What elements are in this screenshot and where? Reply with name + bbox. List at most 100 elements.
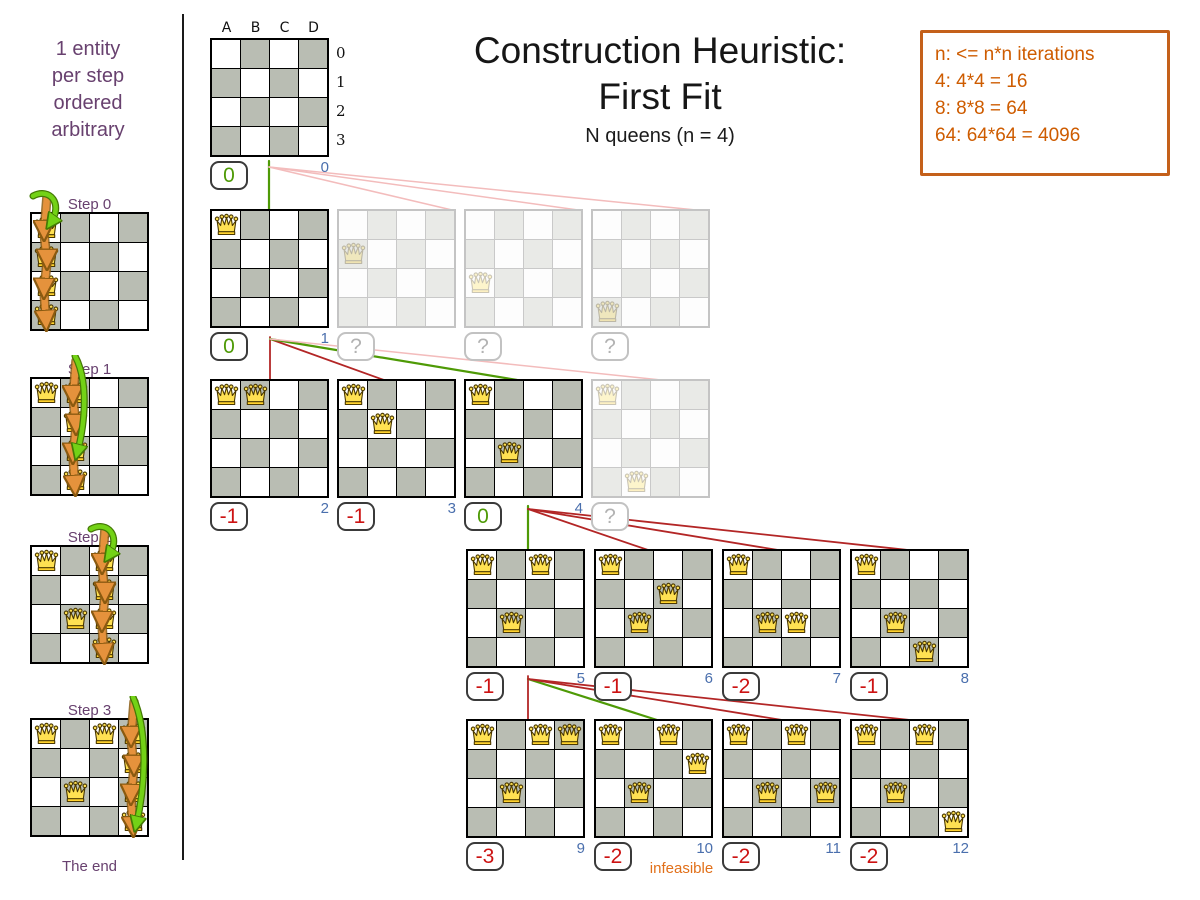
board-cell: [368, 410, 396, 438]
board-cell: [90, 576, 118, 604]
board-cell: [852, 580, 880, 608]
queen-icon: [912, 640, 936, 662]
board-cell: [397, 211, 425, 239]
board-cell: [724, 551, 752, 579]
board-cell: [339, 381, 367, 409]
board-cell: [61, 547, 89, 575]
board-cell: [593, 439, 621, 467]
board-cell: [495, 468, 523, 496]
board-cell: [241, 127, 269, 155]
board-cell: [339, 211, 367, 239]
board-cell: [683, 638, 711, 666]
queen-icon: [92, 549, 116, 571]
column-label: B: [250, 20, 261, 36]
board-cell: [939, 721, 967, 749]
board-cell: [397, 298, 425, 326]
board-cell: [553, 381, 581, 409]
score-badge: -2: [722, 842, 760, 871]
board-cell: [553, 269, 581, 297]
board-cell: [270, 468, 298, 496]
intro-line: ordered: [53, 92, 123, 114]
board-cell: [119, 749, 147, 777]
board-cell: [553, 211, 581, 239]
board-cell: [270, 298, 298, 326]
board-cell: [61, 243, 89, 271]
board-cell: [910, 638, 938, 666]
tree-edge-red: [527, 508, 909, 551]
board-cell: [782, 721, 810, 749]
board-cell: [683, 779, 711, 807]
board-cell: [32, 605, 60, 633]
board-cell: [270, 410, 298, 438]
board-cell: [426, 211, 454, 239]
board-cell: [212, 298, 240, 326]
intro-line: per step: [51, 65, 125, 87]
board-cell: [299, 98, 327, 126]
board-cell: [212, 381, 240, 409]
score-badge: -3: [466, 842, 504, 871]
queen-icon: [92, 722, 116, 744]
queen-icon: [627, 611, 651, 633]
board-cell: [119, 605, 147, 633]
queen-icon: [595, 300, 619, 322]
board-cell: [593, 211, 621, 239]
board-cell: [683, 551, 711, 579]
board-cell: [625, 750, 653, 778]
board-index: 10: [696, 840, 713, 857]
board-cell: [212, 468, 240, 496]
board-cell: [212, 40, 240, 68]
board-cell: [299, 269, 327, 297]
step-label: Step 1: [67, 361, 112, 378]
board-cell: [468, 609, 496, 637]
board-cell: [426, 410, 454, 438]
board-cell: [61, 634, 89, 662]
step-label: Step 3: [67, 702, 112, 719]
board-cell: [680, 410, 708, 438]
board-cell: [241, 40, 269, 68]
board-cell: [497, 609, 525, 637]
tree-edge-red: [527, 678, 911, 721]
queen-icon: [813, 781, 837, 803]
score-badge: ?: [591, 332, 629, 361]
board-index: 7: [832, 670, 841, 687]
board-cell: [910, 721, 938, 749]
tree-edge-green: [526, 677, 659, 722]
board-cell: [654, 580, 682, 608]
board-cell: [683, 808, 711, 836]
board-cell: [32, 272, 60, 300]
board-cell: [555, 551, 583, 579]
board-cell: [119, 466, 147, 494]
board-cell: [852, 779, 880, 807]
board-cell: [852, 638, 880, 666]
board-cell: [680, 439, 708, 467]
board-cell: [466, 211, 494, 239]
info-line: n: <= n*n iterations: [935, 44, 1095, 65]
board-cell: [32, 466, 60, 494]
board-cell: [497, 551, 525, 579]
board-cell: [299, 240, 327, 268]
board-cell: [497, 779, 525, 807]
board-cell: [524, 410, 552, 438]
step-label: Step 2: [67, 529, 112, 546]
board-cell: [724, 808, 752, 836]
queen-icon: [34, 245, 58, 267]
board-cell: [119, 437, 147, 465]
queen-icon: [468, 271, 492, 293]
board-cell: [90, 466, 118, 494]
chessboard: [30, 377, 149, 496]
board-cell: [622, 240, 650, 268]
board-cell: [212, 127, 240, 155]
board-cell: [368, 381, 396, 409]
row-label: 2: [336, 102, 346, 120]
board-cell: [910, 609, 938, 637]
intro-line: arbitrary: [51, 119, 125, 141]
board-cell: [852, 551, 880, 579]
board-cell: [468, 551, 496, 579]
board-cell: [593, 468, 621, 496]
board-cell: [593, 298, 621, 326]
board-cell: [468, 750, 496, 778]
board-cell: [466, 410, 494, 438]
board-cell: [212, 98, 240, 126]
queen-icon: [624, 470, 648, 492]
